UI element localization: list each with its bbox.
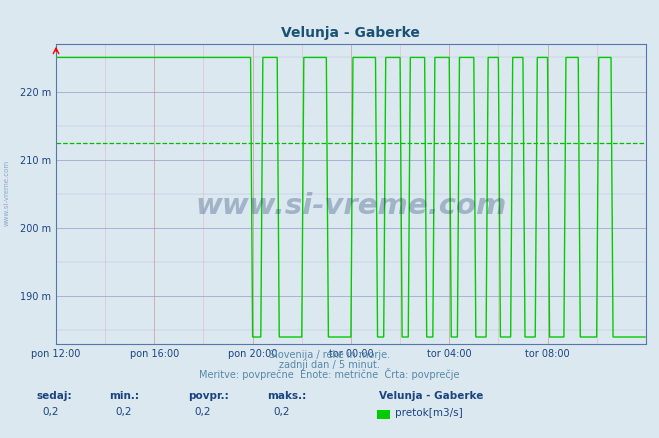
Text: zadnji dan / 5 minut.: zadnji dan / 5 minut. xyxy=(279,360,380,370)
Title: Velunja - Gaberke: Velunja - Gaberke xyxy=(281,26,420,40)
Text: min.:: min.: xyxy=(109,392,139,402)
Text: povpr.:: povpr.: xyxy=(188,392,229,402)
Text: pretok[m3/s]: pretok[m3/s] xyxy=(395,408,463,418)
Text: Meritve: povprečne  Enote: metrične  Črta: povprečje: Meritve: povprečne Enote: metrične Črta:… xyxy=(199,367,460,380)
Text: 0,2: 0,2 xyxy=(194,407,211,417)
Text: 0,2: 0,2 xyxy=(273,407,290,417)
Text: www.si-vreme.com: www.si-vreme.com xyxy=(3,160,10,226)
Text: maks.:: maks.: xyxy=(267,392,306,402)
Text: Velunja - Gaberke: Velunja - Gaberke xyxy=(379,392,483,402)
Text: www.si-vreme.com: www.si-vreme.com xyxy=(195,192,507,220)
Text: Slovenija / reke in morje.: Slovenija / reke in morje. xyxy=(269,350,390,360)
Text: sedaj:: sedaj: xyxy=(36,392,72,402)
Text: 0,2: 0,2 xyxy=(115,407,132,417)
Text: 0,2: 0,2 xyxy=(43,407,59,417)
